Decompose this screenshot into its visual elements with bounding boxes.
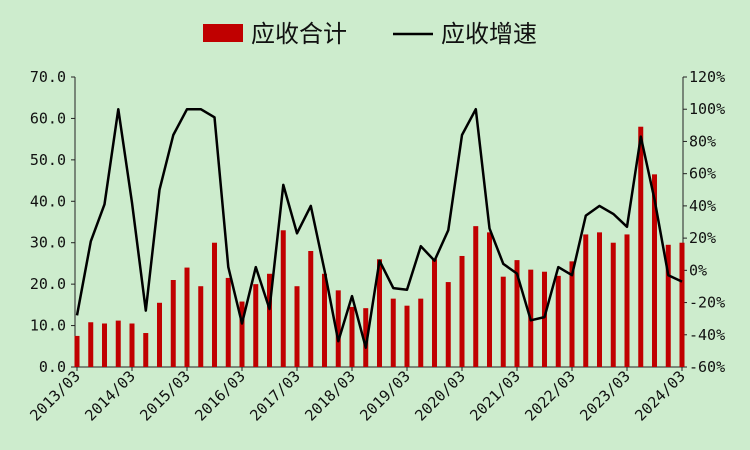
- legend-label-line: 应收增速: [441, 20, 537, 48]
- bar: [88, 322, 94, 367]
- bar: [212, 242, 217, 367]
- bar: [335, 290, 341, 367]
- bar: [542, 271, 547, 367]
- bar: [363, 308, 369, 367]
- x-tick-label: 2016/03: [191, 367, 248, 424]
- left-tick-label: 0.0: [39, 358, 66, 376]
- legend-label-bar: 应收合计: [251, 20, 347, 48]
- bar: [432, 259, 437, 367]
- growth-line: [75, 107, 683, 349]
- bar: [115, 320, 121, 367]
- right-tick-label: -40%: [689, 326, 725, 344]
- bar: [487, 232, 492, 367]
- bar: [418, 298, 424, 367]
- bar: [569, 261, 575, 367]
- bar: [583, 234, 589, 367]
- bar: [253, 284, 259, 367]
- x-tick-label: 2021/03: [466, 367, 523, 424]
- right-tick-label: 100%: [689, 100, 725, 118]
- right-tick-label: 40%: [689, 197, 716, 215]
- bar: [610, 242, 616, 367]
- bar: [198, 286, 204, 367]
- bar: [404, 305, 410, 367]
- bar: [665, 244, 671, 367]
- bar: [377, 259, 382, 367]
- bar: [597, 232, 602, 367]
- bar: [638, 126, 644, 367]
- left-tick-label: 60.0: [30, 109, 66, 127]
- bar: [459, 255, 465, 367]
- x-tick-label: 2019/03: [356, 367, 413, 424]
- bar: [349, 306, 355, 367]
- legend-swatch-bar: [203, 24, 243, 42]
- bar: [143, 333, 149, 367]
- left-tick-label: 30.0: [30, 234, 66, 252]
- left-tick-label: 40.0: [30, 192, 66, 210]
- bar: [652, 174, 657, 367]
- x-tick-label: 2020/03: [411, 367, 468, 424]
- right-tick-label: 120%: [689, 68, 725, 86]
- bar: [390, 298, 396, 367]
- bar: [322, 273, 327, 367]
- bar: [555, 275, 561, 367]
- bar: [102, 323, 107, 367]
- right-tick-label: 80%: [689, 132, 716, 150]
- left-tick-label: 10.0: [30, 317, 66, 335]
- left-tick-label: 50.0: [30, 151, 66, 169]
- bar: [473, 226, 479, 367]
- bar: [74, 335, 80, 367]
- right-tick-label: -60%: [689, 358, 725, 376]
- x-tick-label: 2014/03: [81, 367, 138, 424]
- bar: [239, 301, 245, 367]
- x-tick-label: 2017/03: [246, 367, 303, 424]
- bar: [624, 234, 630, 367]
- bar: [225, 277, 231, 367]
- left-tick-label: 70.0: [30, 68, 66, 86]
- x-tick-label: 2018/03: [301, 367, 358, 424]
- right-tick-label: -20%: [689, 294, 725, 312]
- bar: [514, 260, 520, 367]
- x-tick-label: 2023/03: [576, 367, 633, 424]
- bar: [267, 273, 272, 367]
- bar: [280, 230, 286, 367]
- x-tick-label: 2015/03: [136, 367, 193, 424]
- bar: [308, 251, 314, 367]
- bar: [445, 282, 451, 367]
- left-tick-label: 20.0: [30, 275, 66, 293]
- right-tick-label: 60%: [689, 165, 716, 183]
- bar: [679, 242, 685, 367]
- right-tick-label: 20%: [689, 229, 716, 247]
- bar: [157, 302, 162, 367]
- bar: [184, 267, 190, 367]
- bar: [129, 323, 135, 367]
- x-tick-label: 2022/03: [521, 367, 578, 424]
- right-tick-label: 0%: [689, 261, 707, 279]
- bar: [500, 276, 506, 367]
- x-tick-label: 2024/03: [631, 367, 688, 424]
- bar: [294, 286, 300, 367]
- bar: [170, 280, 176, 367]
